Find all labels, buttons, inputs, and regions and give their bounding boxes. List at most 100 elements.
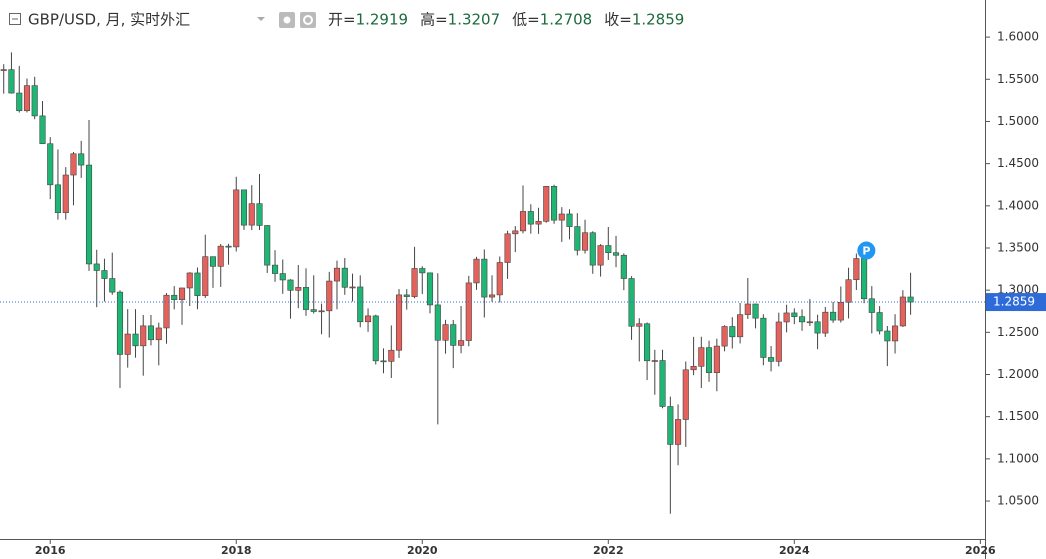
ohlc-value: 1.3207	[448, 11, 501, 29]
candle-body	[271, 264, 279, 274]
candle-body	[574, 226, 581, 251]
candle-body	[667, 406, 674, 445]
candle-body	[868, 298, 875, 313]
candle-body	[884, 330, 891, 342]
candle-body	[178, 287, 186, 300]
candle-body	[302, 287, 310, 310]
candle-body	[861, 258, 868, 300]
candle-body	[566, 213, 573, 227]
header: GBP/USD, 月, 实时外汇 开= 1.2919 高= 1.3207 低= 1.270…	[9, 11, 684, 29]
candle-body	[233, 189, 240, 248]
candle-body	[822, 311, 829, 334]
candle-body	[380, 360, 387, 363]
candle-body	[155, 327, 162, 341]
candle-body	[240, 189, 248, 226]
candle-body	[372, 315, 379, 362]
x-tick-label: 2022	[593, 544, 624, 557]
candle-body	[752, 303, 759, 319]
candle-body	[481, 258, 488, 298]
candle-body	[147, 325, 155, 341]
candle-body	[426, 272, 434, 306]
candle-body	[737, 314, 744, 338]
candle-body	[194, 272, 201, 296]
y-tick-label: 1.6000	[997, 30, 1039, 44]
candle-body	[682, 369, 689, 420]
candle-body	[473, 258, 480, 284]
candle-body	[845, 279, 852, 303]
x-tick-label: 2020	[407, 544, 438, 557]
candle-body	[760, 317, 767, 358]
candle-body	[605, 245, 612, 254]
candle-body	[326, 280, 333, 312]
candle-body	[527, 211, 534, 225]
candle-body	[465, 282, 472, 341]
ohlc-label: 开=	[328, 11, 356, 29]
candle-body	[907, 296, 914, 303]
settings-icon[interactable]	[300, 12, 316, 28]
y-tick-label: 1.2500	[997, 325, 1039, 339]
candle-body	[202, 256, 209, 296]
candle-body	[163, 294, 170, 329]
candle-body	[612, 252, 620, 256]
x-tick-label: 2024	[779, 544, 810, 557]
candle-body	[333, 267, 341, 282]
candle-body	[597, 245, 604, 266]
candle-body	[171, 294, 178, 300]
candle-body	[395, 294, 403, 351]
eye-icon-pupil	[283, 16, 291, 24]
candle-body	[295, 287, 302, 291]
candle-body	[450, 324, 457, 346]
candle-body	[853, 258, 860, 281]
candle-body	[659, 360, 666, 407]
candle-body	[589, 232, 596, 266]
candle-body	[814, 321, 821, 334]
candle-body	[713, 345, 720, 373]
y-tick-label: 1.4000	[997, 198, 1039, 212]
candle-body	[636, 323, 643, 327]
ohlc-label: 收=	[604, 11, 632, 29]
candle-body	[458, 340, 465, 346]
ohlc-label: 高=	[420, 11, 448, 29]
candle-body	[39, 115, 46, 145]
x-tick-label: 2018	[221, 544, 252, 557]
candle-body	[264, 225, 271, 266]
candle-body	[23, 85, 31, 112]
candle-body	[783, 312, 790, 323]
candle-body	[504, 233, 511, 263]
candle-body	[488, 294, 496, 298]
candle-body	[388, 349, 395, 362]
ohlc-value: 1.2919	[356, 11, 409, 29]
collapse-icon[interactable]	[9, 13, 21, 25]
candle-body	[411, 268, 418, 297]
y-tick-label: 1.2000	[997, 367, 1039, 381]
candle-body	[357, 286, 364, 323]
dropdown-icon[interactable]	[257, 17, 265, 21]
candle-body	[892, 325, 899, 342]
candle-body	[551, 186, 558, 221]
candle-body	[225, 245, 232, 248]
candle-body	[721, 326, 728, 347]
y-tick-label: 1.3500	[997, 240, 1039, 254]
y-tick-label: 1.1500	[997, 409, 1039, 423]
candle-body	[496, 262, 503, 296]
candle-body	[78, 153, 85, 166]
candle-body	[101, 270, 108, 279]
candle-body	[364, 315, 372, 323]
candle-body	[620, 254, 627, 279]
candle-body	[644, 323, 651, 362]
candle-body	[535, 221, 542, 225]
candle-body	[349, 286, 356, 289]
candle-body	[768, 357, 775, 362]
y-tick-label: 1.5000	[997, 114, 1039, 128]
candle-body	[109, 278, 116, 293]
chart-title: GBP/USD, 月, 实时外汇	[28, 11, 190, 29]
candle-body	[217, 245, 224, 267]
candle-body	[16, 92, 23, 112]
candle-body	[690, 366, 697, 371]
candle-body	[628, 278, 635, 327]
candle-body	[512, 230, 519, 235]
y-tick-label: 1.5500	[997, 72, 1039, 86]
candle-body	[186, 272, 193, 289]
